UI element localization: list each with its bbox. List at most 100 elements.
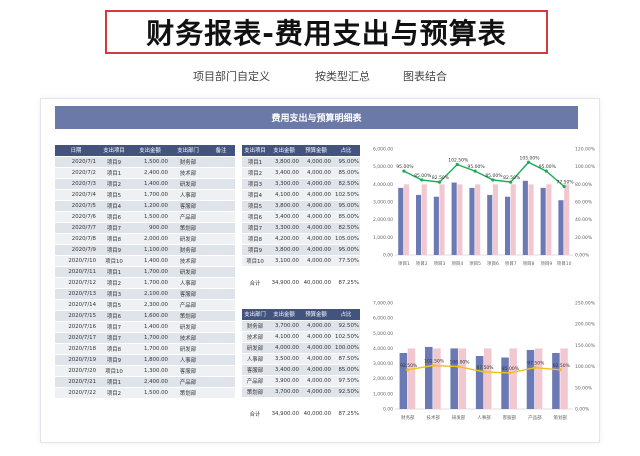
- table-cell[interactable]: 4,000.00: [300, 156, 332, 168]
- table-cell[interactable]: [207, 321, 235, 333]
- table-cell[interactable]: 105.00%: [332, 233, 360, 245]
- table-cell[interactable]: 技术部: [242, 331, 268, 343]
- table-cell[interactable]: 研发部: [169, 233, 207, 245]
- table-cell[interactable]: 项目3: [97, 288, 131, 300]
- table-cell[interactable]: 85.00%: [332, 211, 360, 223]
- table-cell[interactable]: 项目4: [242, 189, 268, 201]
- table-cell[interactable]: 1,700.00: [131, 343, 169, 355]
- table-cell[interactable]: 财务部: [242, 320, 268, 332]
- table-cell[interactable]: 2020/7/5: [55, 200, 97, 212]
- table-cell[interactable]: 技术部: [169, 255, 207, 267]
- table-cell[interactable]: 2020/7/3: [55, 178, 97, 190]
- table-cell[interactable]: 3,800.00: [268, 156, 300, 168]
- table-cell[interactable]: 项目10: [97, 255, 131, 267]
- table-cell[interactable]: 2020/7/10: [55, 255, 97, 267]
- table-cell[interactable]: 2020/7/20: [55, 365, 97, 377]
- table-cell[interactable]: 4,000.00: [268, 342, 300, 354]
- table-cell[interactable]: 项目7: [97, 332, 131, 344]
- table-cell[interactable]: 92.50%: [332, 320, 360, 332]
- table-cell[interactable]: 项目10: [97, 365, 131, 377]
- table-cell[interactable]: 3,300.00: [268, 178, 300, 190]
- table-cell[interactable]: 97.50%: [332, 375, 360, 387]
- table-cell[interactable]: 2020/7/7: [55, 222, 97, 234]
- table-cell[interactable]: 4,000.00: [300, 233, 332, 245]
- table-cell[interactable]: 2020/7/18: [55, 343, 97, 355]
- table-cell[interactable]: 2020/7/2: [55, 167, 97, 179]
- table-cell[interactable]: [207, 167, 235, 179]
- table-cell[interactable]: 2020/7/16: [55, 321, 97, 333]
- table-cell[interactable]: 2020/7/4: [55, 189, 97, 201]
- table-cell[interactable]: 技术部: [169, 332, 207, 344]
- table-cell[interactable]: 产品部: [169, 211, 207, 223]
- table-cell[interactable]: 财务部: [169, 156, 207, 168]
- table-cell[interactable]: 3,800.00: [268, 244, 300, 256]
- table-cell[interactable]: [207, 233, 235, 245]
- table-cell[interactable]: 人事部: [169, 354, 207, 366]
- table-cell[interactable]: 项目7: [242, 222, 268, 234]
- table-cell[interactable]: 项目7: [97, 321, 131, 333]
- table-cell[interactable]: 项目6: [97, 310, 131, 322]
- table-cell[interactable]: 1,700.00: [131, 266, 169, 278]
- table-cell[interactable]: 4,100.00: [268, 331, 300, 343]
- table-cell[interactable]: 102.50%: [332, 189, 360, 201]
- table-cell[interactable]: 产品部: [242, 375, 268, 387]
- table-cell[interactable]: 4,000.00: [300, 320, 332, 332]
- table-cell[interactable]: 2020/7/11: [55, 266, 97, 278]
- table-cell[interactable]: 3,900.00: [268, 375, 300, 387]
- table-cell[interactable]: 项目5: [97, 299, 131, 311]
- table-cell[interactable]: [207, 178, 235, 190]
- table-cell[interactable]: 4,000.00: [300, 244, 332, 256]
- table-cell[interactable]: 项目2: [242, 167, 268, 179]
- table-cell[interactable]: 产品部: [169, 299, 207, 311]
- table-cell[interactable]: [207, 156, 235, 168]
- table-cell[interactable]: 2,300.00: [131, 299, 169, 311]
- table-cell[interactable]: 1,700.00: [131, 332, 169, 344]
- table-cell[interactable]: [207, 343, 235, 355]
- table-cell[interactable]: [207, 277, 235, 289]
- table-cell[interactable]: 技术部: [169, 167, 207, 179]
- table-cell[interactable]: 4,000.00: [300, 331, 332, 343]
- table-cell[interactable]: 95.00%: [332, 200, 360, 212]
- table-cell[interactable]: 项目6: [242, 211, 268, 223]
- table-cell[interactable]: [207, 189, 235, 201]
- table-cell[interactable]: 4,000.00: [300, 178, 332, 190]
- table-cell[interactable]: 1,100.00: [131, 244, 169, 256]
- table-cell[interactable]: [207, 200, 235, 212]
- table-cell[interactable]: 3,400.00: [268, 211, 300, 223]
- table-cell[interactable]: 2020/7/8: [55, 233, 97, 245]
- table-cell[interactable]: 项目8: [97, 233, 131, 245]
- table-cell[interactable]: 1,600.00: [131, 310, 169, 322]
- table-cell[interactable]: 项目5: [97, 189, 131, 201]
- table-cell[interactable]: 4,000.00: [300, 375, 332, 387]
- table-cell[interactable]: 项目9: [97, 156, 131, 168]
- table-cell[interactable]: 客服部: [169, 200, 207, 212]
- table-cell[interactable]: 3,400.00: [268, 364, 300, 376]
- table-cell[interactable]: 策划部: [242, 386, 268, 398]
- table-cell[interactable]: 4,200.00: [268, 233, 300, 245]
- table-cell[interactable]: 2020/7/17: [55, 332, 97, 344]
- table-cell[interactable]: [207, 310, 235, 322]
- table-cell[interactable]: 3,100.00: [268, 255, 300, 267]
- table-cell[interactable]: 1,300.00: [131, 365, 169, 377]
- table-cell[interactable]: 2020/7/21: [55, 376, 97, 388]
- table-cell[interactable]: 1,800.00: [131, 354, 169, 366]
- table-cell[interactable]: 研发部: [169, 178, 207, 190]
- table-cell[interactable]: 82.50%: [332, 222, 360, 234]
- table-cell[interactable]: 4,000.00: [300, 211, 332, 223]
- table-cell[interactable]: 95.00%: [332, 156, 360, 168]
- table-cell[interactable]: 4,000.00: [300, 255, 332, 267]
- table-cell[interactable]: 2020/7/9: [55, 244, 97, 256]
- table-cell[interactable]: 2020/7/14: [55, 299, 97, 311]
- table-cell[interactable]: 项目1: [97, 167, 131, 179]
- table-cell[interactable]: 100.00%: [332, 342, 360, 354]
- table-cell[interactable]: 3,800.00: [268, 200, 300, 212]
- table-cell[interactable]: 客服部: [242, 364, 268, 376]
- table-cell[interactable]: 项目9: [242, 244, 268, 256]
- table-cell[interactable]: 4,000.00: [300, 342, 332, 354]
- table-cell[interactable]: 77.50%: [332, 255, 360, 267]
- table-cell[interactable]: 82.50%: [332, 178, 360, 190]
- table-cell[interactable]: 客服部: [169, 365, 207, 377]
- table-cell[interactable]: [207, 354, 235, 366]
- table-cell[interactable]: 项目6: [97, 211, 131, 223]
- table-cell[interactable]: 项目5: [242, 200, 268, 212]
